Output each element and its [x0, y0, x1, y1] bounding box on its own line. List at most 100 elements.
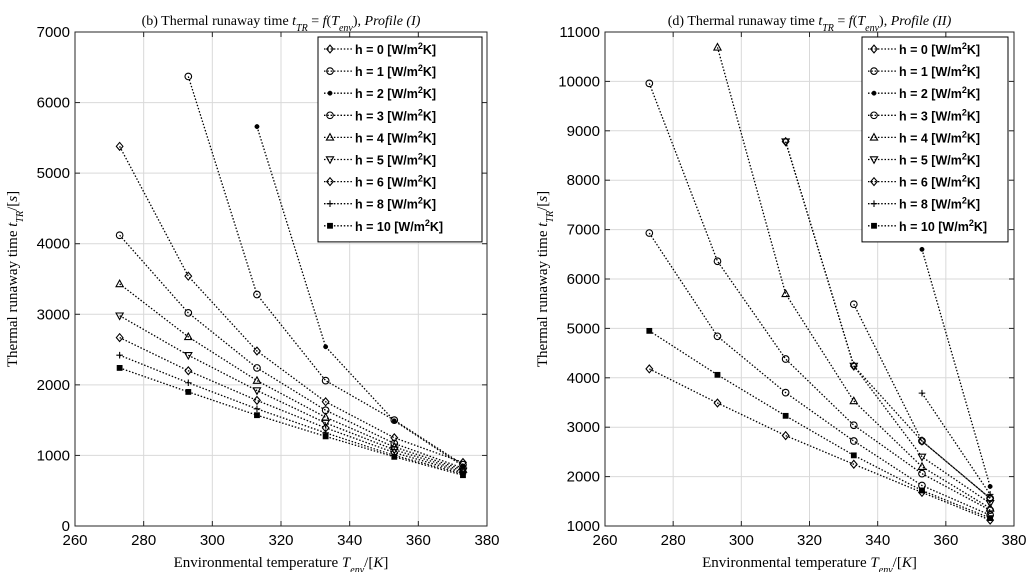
series-6-point: [849, 362, 859, 371]
series-3-point: [323, 344, 329, 350]
x-tick-label: 340: [865, 532, 890, 549]
legend-label: h = 5 [W/m2K]: [899, 152, 980, 168]
series-5-point: [115, 279, 125, 288]
series-7-point: [184, 365, 193, 376]
x-tick-label: 380: [474, 532, 499, 549]
legend-label: h = 0 [W/m2K]: [355, 41, 436, 57]
series-9-point: [850, 452, 857, 459]
series-6-point: [115, 312, 125, 321]
series-group: [645, 42, 995, 525]
x-tick-label: 340: [337, 532, 362, 549]
x-tick-label: 260: [592, 532, 617, 549]
chart-title: (b) Thermal runaway time tTR = f(Tenv), …: [142, 14, 421, 34]
legend-label: h = 3 [W/m2K]: [899, 107, 980, 123]
series-3-point: [391, 418, 397, 424]
series-7-point: [713, 398, 722, 408]
series-6-point: [321, 419, 331, 428]
series-5-point: [183, 331, 193, 341]
x-tick-label: 280: [661, 532, 686, 549]
series-4-point: [918, 469, 926, 478]
legend-label: h = 6 [W/m2K]: [355, 174, 436, 190]
series-7-point: [781, 430, 790, 441]
series-4-point: [781, 355, 790, 363]
series-1-point: [184, 271, 193, 281]
series-line-6: [119, 315, 464, 472]
series-10-point: [849, 437, 858, 445]
legend-label: h = 10 [W/m2K]: [355, 218, 443, 234]
y-tick-label: 4000: [567, 370, 600, 387]
series-7-point: [252, 395, 261, 406]
series-line-3: [921, 249, 991, 487]
series-6-point: [252, 387, 262, 396]
chart-panel-1: 260 280 300 320 340 360 380 0 1000 2000 3000 4000 50…: [5, 14, 500, 572]
legend-label: h = 4 [W/m2K]: [899, 129, 980, 145]
series-5-point: [712, 42, 723, 51]
series-3-point: [987, 484, 993, 489]
series-5-point: [985, 503, 995, 512]
y-tick-label: 6000: [37, 95, 70, 112]
series-8-point: [116, 351, 123, 359]
series-5-point: [917, 461, 927, 470]
x-tick-label: 360: [933, 532, 958, 549]
series-8-point: [253, 405, 261, 413]
series-line-8: [119, 354, 464, 475]
series-1-point: [115, 141, 124, 152]
series-line-8: [921, 392, 991, 495]
series-line-2: [853, 303, 991, 499]
legend-marker: [325, 44, 335, 54]
y-tick-label: 10000: [558, 73, 600, 90]
legend-marker: [325, 156, 335, 165]
series-8-point: [918, 389, 926, 397]
series-9-point: [322, 433, 329, 440]
series-2-point: [184, 72, 193, 81]
legend-label: h = 2 [W/m2K]: [355, 85, 436, 101]
series-4-point: [645, 79, 654, 88]
series-9-point: [116, 365, 123, 371]
series-line-7: [649, 368, 991, 521]
series-9-point: [714, 371, 721, 378]
legend-box: [861, 36, 1009, 243]
legend-label: h = 2 [W/m2K]: [899, 85, 980, 101]
legend-marker: [326, 67, 334, 75]
legend-marker: [327, 222, 333, 229]
series-6-point: [183, 351, 193, 361]
legend-label: h = 3 [W/m2K]: [355, 107, 436, 123]
series-line-1: [785, 141, 991, 499]
series-1-point: [321, 397, 330, 407]
series-4-point: [184, 309, 193, 317]
series-6-point: [985, 500, 995, 509]
x-tick-label: 380: [1001, 532, 1026, 549]
series-2-point: [253, 290, 261, 299]
x-axis-label: Environmental temperature Tenv/[K]: [702, 555, 917, 572]
legend-marker: [326, 111, 334, 120]
series-2-point: [321, 376, 330, 385]
series-2-point: [849, 300, 858, 309]
legend-label: h = 6 [W/m2K]: [899, 174, 980, 190]
legend-label: h = 1 [W/m2K]: [899, 63, 980, 79]
series-8-point: [185, 379, 192, 387]
x-tick-label: 280: [131, 532, 156, 549]
y-axis-label: Thermal runaway time tTR/[s]: [535, 191, 556, 367]
legend-marker: [325, 132, 335, 141]
series-10-point: [645, 229, 654, 237]
y-tick-label: 6000: [567, 271, 600, 288]
series-4-point: [115, 231, 124, 240]
legend-label: h = 8 [W/m2K]: [355, 196, 436, 212]
series-9-point: [919, 487, 925, 494]
series-3-point: [254, 124, 260, 130]
series-4-point: [849, 421, 858, 430]
series-10-point: [918, 481, 926, 490]
legend: h = 0 [W/m2K] h = 1 [W/m2K] h = 2 [W/m2K] h…: [861, 36, 1009, 243]
legend-marker: [871, 222, 877, 229]
legend-label: h = 8 [W/m2K]: [899, 196, 980, 212]
legend-label: h = 5 [W/m2K]: [355, 152, 436, 168]
series-2-point: [918, 437, 926, 445]
series-line-9: [119, 367, 464, 476]
y-tick-label: 4000: [37, 236, 70, 253]
y-axis-label: Thermal runaway time tTR/[s]: [5, 191, 26, 367]
legend-marker: [870, 67, 878, 75]
series-9-point: [460, 472, 466, 479]
series-line-6: [785, 141, 991, 504]
chart-title: (d) Thermal runaway time tTR = f(Tenv), …: [668, 14, 952, 34]
series-10-point: [781, 388, 790, 397]
